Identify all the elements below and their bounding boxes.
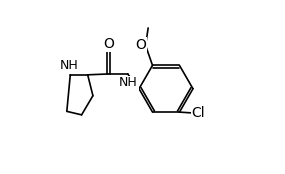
Text: O: O <box>103 37 114 51</box>
Text: NH: NH <box>60 59 78 72</box>
Text: Cl: Cl <box>192 106 205 120</box>
Text: NH: NH <box>119 76 138 89</box>
Text: O: O <box>135 38 146 52</box>
